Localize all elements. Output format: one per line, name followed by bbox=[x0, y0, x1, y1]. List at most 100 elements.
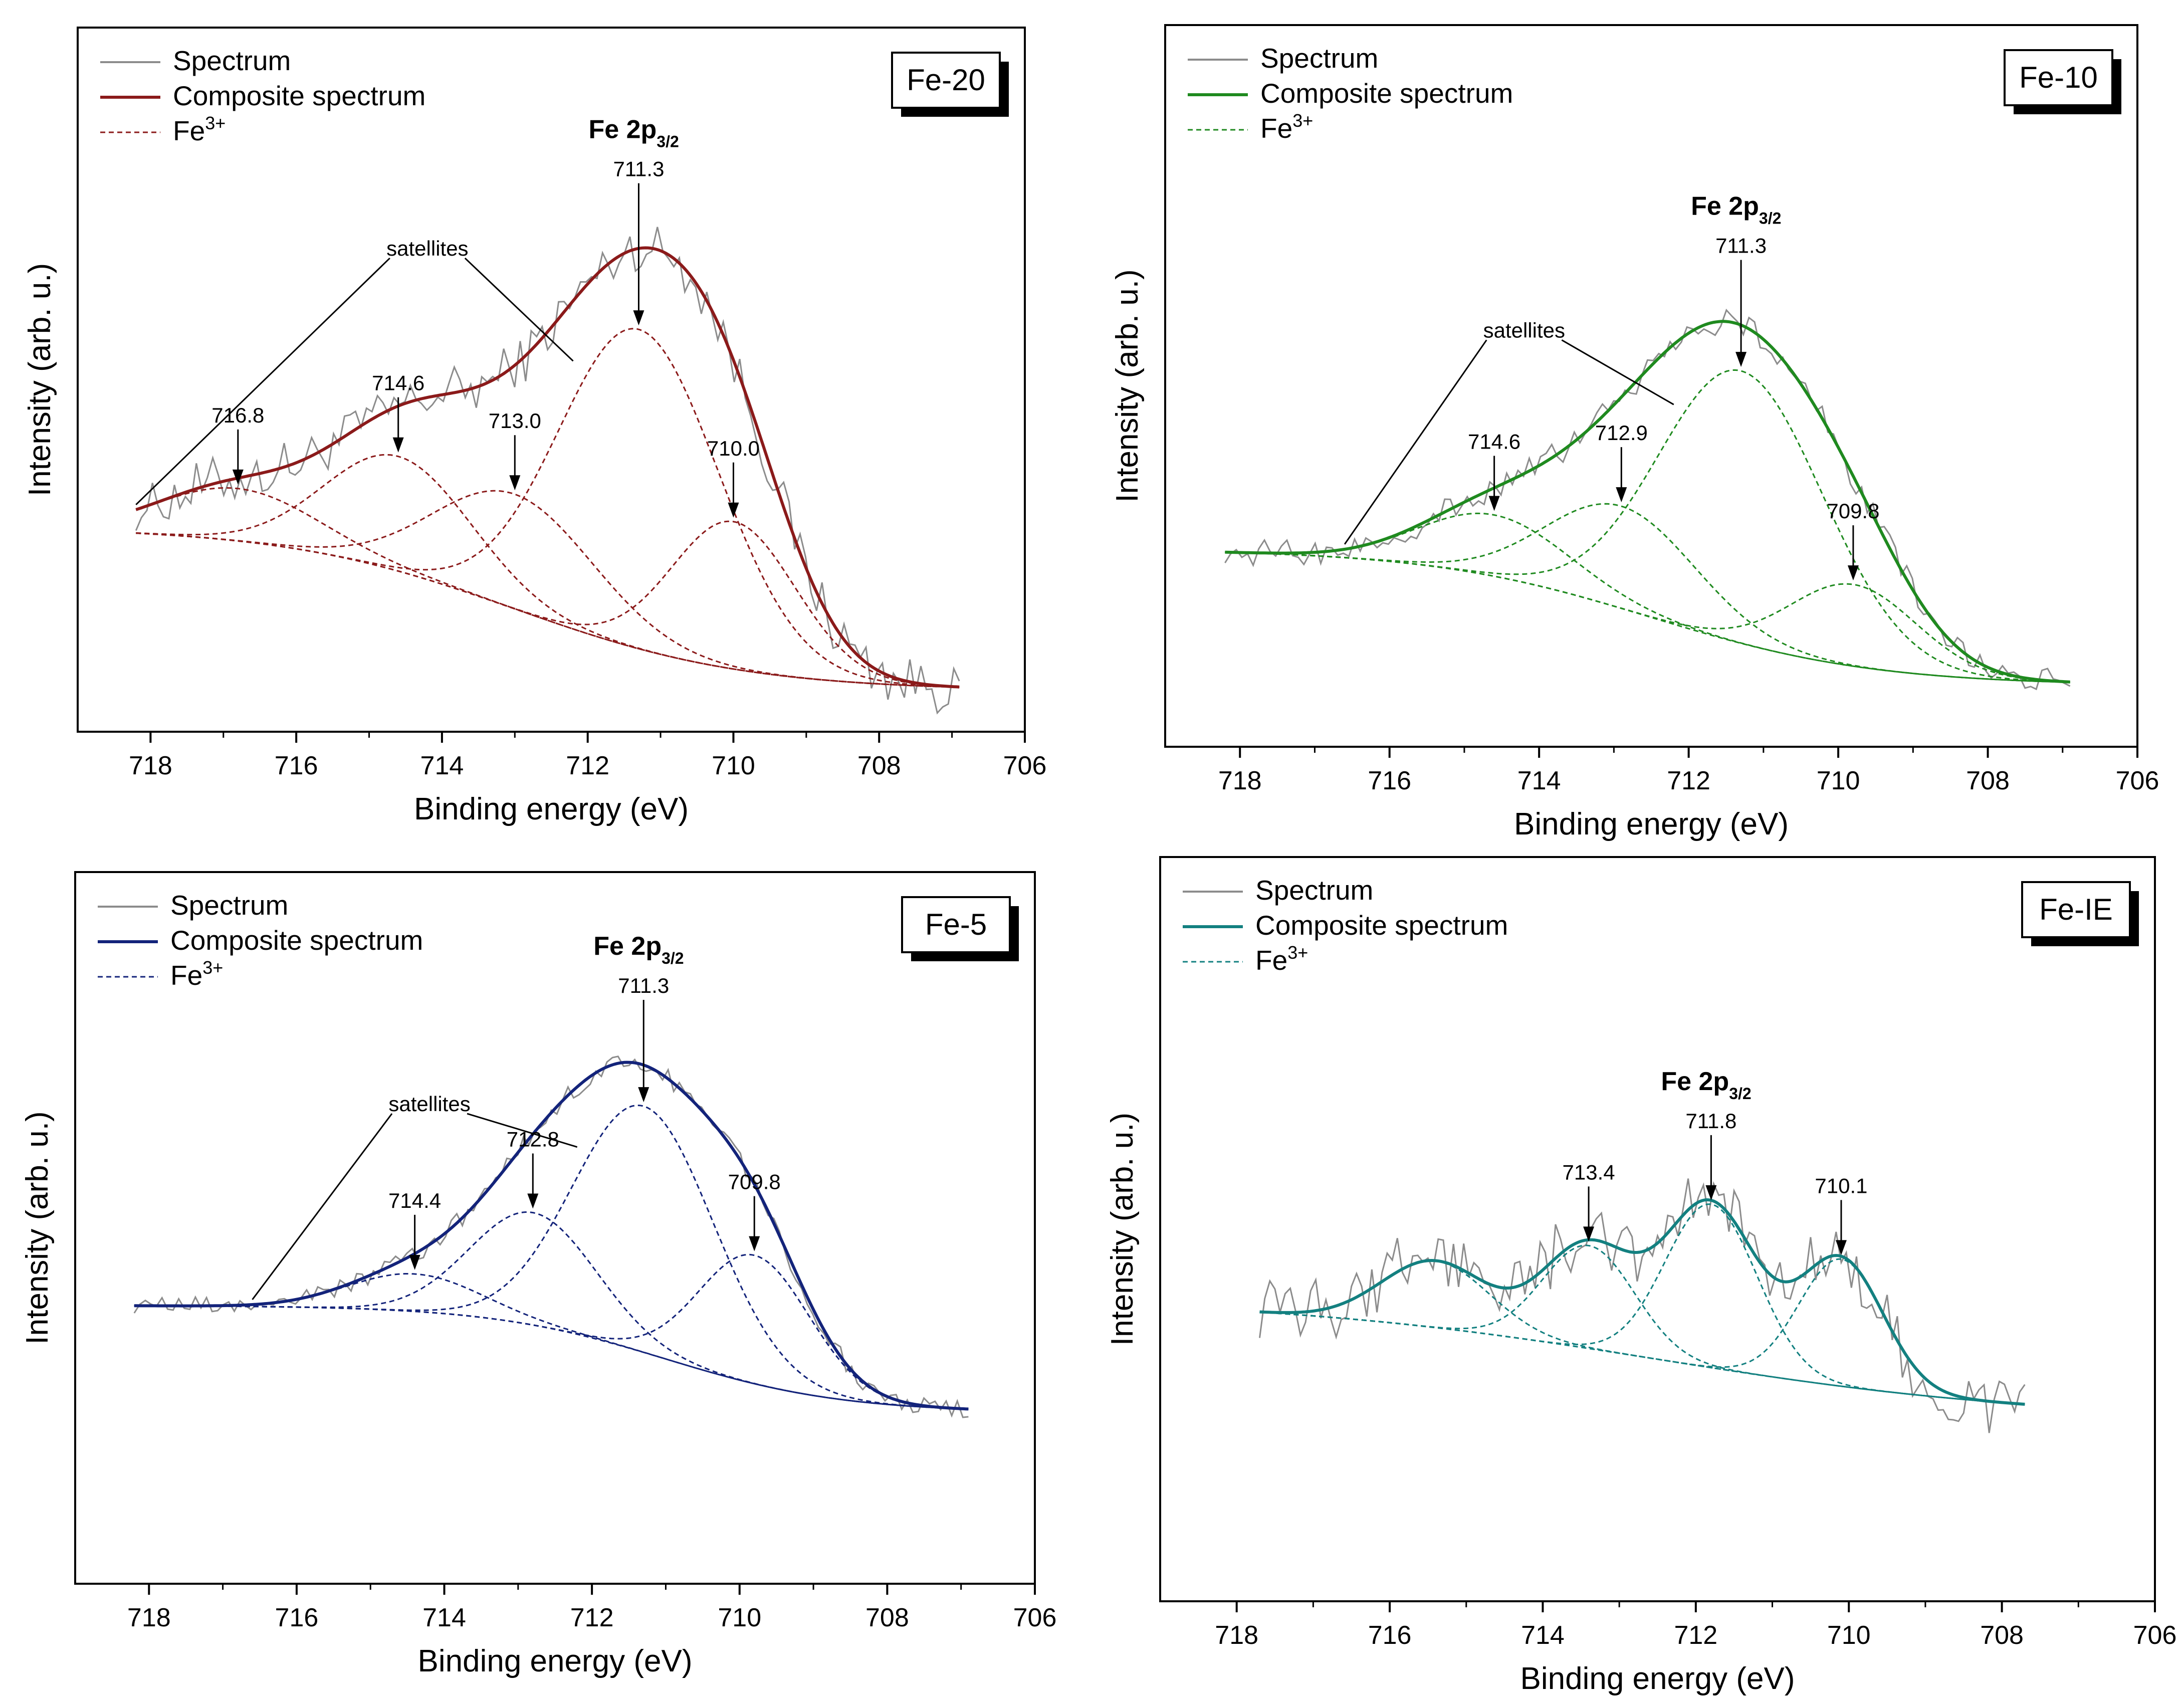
region-label-main: Fe 2p bbox=[1691, 192, 1759, 221]
peak-arrow-head bbox=[1835, 1240, 1847, 1255]
background-line bbox=[1259, 1311, 2025, 1405]
legend-component-sup: 3+ bbox=[1292, 110, 1313, 131]
chart-panel-fe-ie: 718 716 714 712 710 708 706 Binding energy (eV)… bbox=[1105, 856, 2177, 1696]
region-label: Fe 2p3/2 bbox=[1661, 1067, 1751, 1103]
component-peak-712.8 bbox=[134, 1211, 969, 1410]
satellites-label: satellites bbox=[388, 1092, 470, 1116]
peak-arrow-head bbox=[638, 1087, 649, 1103]
peak-arrow-head bbox=[728, 502, 739, 518]
legend-component: Fe3+ bbox=[170, 957, 223, 991]
peak-label: 713.0 bbox=[489, 409, 541, 433]
peak-label: 711.8 bbox=[1685, 1109, 1736, 1133]
plot-frame bbox=[1164, 24, 2138, 748]
x-tick-label: 718 bbox=[1215, 1621, 1258, 1650]
x-axis-label: Binding energy (eV) bbox=[1514, 807, 1789, 841]
x-axis-label: Binding energy (eV) bbox=[1520, 1661, 1795, 1696]
peak-label: 714.6 bbox=[1468, 430, 1520, 454]
x-tick-label: 706 bbox=[1013, 1603, 1057, 1632]
x-tick-label: 706 bbox=[2133, 1621, 2177, 1650]
peak-arrow-head bbox=[749, 1236, 760, 1251]
region-label-main: Fe 2p bbox=[1661, 1067, 1729, 1096]
x-tick-label: 712 bbox=[566, 751, 609, 780]
legend-component: Fe3+ bbox=[1260, 110, 1313, 144]
x-axis-label: Binding energy (eV) bbox=[414, 792, 689, 826]
peak-arrow-head bbox=[1735, 352, 1747, 367]
y-axis-label: Intensity (arb. u.) bbox=[1110, 269, 1145, 502]
peak-arrow-head bbox=[633, 310, 644, 326]
x-tick-label: 716 bbox=[275, 1603, 319, 1632]
x-tick-label: 710 bbox=[1827, 1621, 1871, 1650]
peak-arrow-head bbox=[1616, 487, 1627, 503]
component-peak-714.6 bbox=[136, 454, 960, 688]
legend-component-base: Fe bbox=[170, 960, 202, 991]
satellites-leader-right bbox=[464, 257, 574, 362]
satellites-leader-left bbox=[1344, 339, 1487, 545]
component-peak-709.8 bbox=[134, 1253, 969, 1410]
legend-component-sup: 3+ bbox=[1287, 942, 1308, 963]
peak-arrow-head bbox=[1583, 1226, 1595, 1242]
x-tick-label: 706 bbox=[2116, 766, 2159, 795]
panel-label-box bbox=[891, 52, 1001, 109]
satellites-leader-right bbox=[1561, 339, 1674, 405]
chart-panel-fe-10: 718 716 714 712 710 708 706 Binding energy (eV)… bbox=[1110, 24, 2159, 841]
x-tick-label: 712 bbox=[570, 1603, 614, 1632]
legend-spectrum: Spectrum bbox=[1255, 875, 1373, 906]
x-tick-label: 710 bbox=[718, 1603, 761, 1632]
peak-label: 710.0 bbox=[707, 437, 760, 460]
plot-frame bbox=[1159, 856, 2156, 1602]
component-peak-712.9 bbox=[1225, 503, 2070, 683]
peak-arrow-head bbox=[1488, 496, 1500, 511]
region-label-main: Fe 2p bbox=[593, 932, 662, 961]
satellites-label: satellites bbox=[1483, 318, 1565, 342]
panel-label: Fe-5 bbox=[925, 908, 987, 941]
composite-line bbox=[135, 246, 960, 689]
legend-component-sup: 3+ bbox=[205, 113, 226, 133]
panel-label-box bbox=[901, 896, 1011, 953]
x-tick-label: 716 bbox=[1368, 1621, 1412, 1650]
background-line bbox=[136, 532, 960, 688]
x-tick-label: 710 bbox=[1817, 766, 1860, 795]
spectrum-line bbox=[133, 1055, 969, 1418]
region-label-sub: 3/2 bbox=[1729, 1085, 1751, 1103]
chart-panel-fe-20: 718 716 714 712 710 708 706 Binding energy (eV)… bbox=[23, 27, 1047, 826]
legend-spectrum: Spectrum bbox=[173, 45, 291, 76]
x-tick-label: 714 bbox=[420, 751, 464, 780]
y-axis-label: Intensity (arb. u.) bbox=[20, 1111, 55, 1344]
region-label: Fe 2p3/2 bbox=[588, 115, 679, 151]
x-tick-label: 708 bbox=[857, 751, 901, 780]
y-axis-label: Intensity (arb. u.) bbox=[23, 263, 57, 496]
plot-frame bbox=[74, 871, 1036, 1585]
peak-arrow-head bbox=[1847, 565, 1859, 581]
spectrum-line bbox=[1259, 1178, 2026, 1433]
peak-label: 711.3 bbox=[618, 974, 669, 997]
x-tick-label: 718 bbox=[1218, 766, 1262, 795]
satellites-leader-right bbox=[467, 1113, 578, 1148]
panel-label: Fe-20 bbox=[907, 63, 985, 97]
x-tick-label: 706 bbox=[1003, 751, 1047, 780]
legend-composite: Composite spectrum bbox=[1255, 910, 1508, 941]
legend-component: Fe3+ bbox=[1255, 942, 1308, 976]
y-axis-label: Intensity (arb. u.) bbox=[1105, 1113, 1140, 1346]
panel-label-box bbox=[2021, 881, 2131, 938]
plot-frame bbox=[77, 27, 1026, 733]
composite-line bbox=[134, 1060, 969, 1411]
component-peak-713 bbox=[136, 490, 960, 688]
x-tick-label: 708 bbox=[1966, 766, 2010, 795]
panel-label: Fe-10 bbox=[2019, 61, 2098, 94]
component-peak-716.8 bbox=[135, 487, 960, 688]
peak-label: 711.3 bbox=[613, 157, 664, 181]
peak-label: 714.6 bbox=[372, 371, 424, 395]
component-peak-710 bbox=[136, 520, 960, 688]
peak-label: 714.4 bbox=[388, 1189, 441, 1212]
x-tick-label: 712 bbox=[1667, 766, 1710, 795]
x-tick-label: 718 bbox=[129, 751, 172, 780]
satellites-label: satellites bbox=[386, 237, 468, 260]
legend-component: Fe3+ bbox=[173, 113, 226, 146]
component-peak-711.3 bbox=[136, 328, 960, 688]
x-tick-label: 714 bbox=[1517, 766, 1561, 795]
satellites-leader-left bbox=[252, 1113, 393, 1300]
peak-arrow-head bbox=[509, 475, 521, 491]
peak-label: 709.8 bbox=[1827, 499, 1879, 523]
x-axis-label: Binding energy (eV) bbox=[418, 1644, 693, 1678]
